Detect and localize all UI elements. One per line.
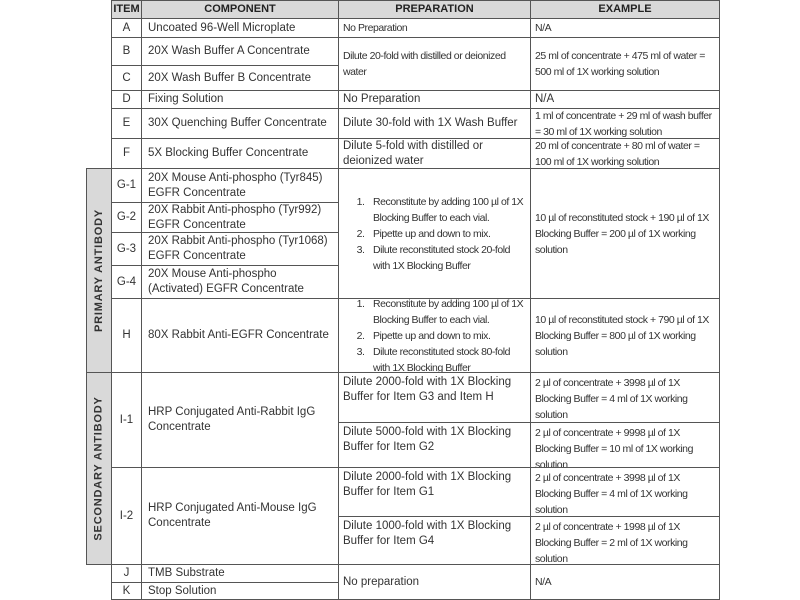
preparation-steps: Reconstitute by adding 100 µl of 1X Bloc…	[343, 296, 526, 376]
component-cell: 20X Wash Buffer A Concentrate	[141, 37, 339, 66]
example-cell: 1 ml of concentrate + 29 ml of wash buff…	[530, 108, 720, 139]
component-cell: HRP Conjugated Anti-Mouse IgG Concentrat…	[141, 467, 339, 565]
component-cell: 20X Rabbit Anti-phospho (Tyr1068) EGFR C…	[141, 232, 339, 266]
example-cell: 2 µl of concentrate + 3998 µl of 1X Bloc…	[530, 467, 720, 517]
preparation-cell: Reconstitute by adding 100 µl of 1X Bloc…	[338, 168, 531, 299]
preparation-steps: Reconstitute by adding 100 µl of 1X Bloc…	[343, 194, 526, 274]
group-label: SECONDARY ANTIBODY	[92, 396, 105, 541]
item-cell: J	[111, 564, 142, 583]
item-cell: G-4	[111, 265, 142, 299]
item-cell: A	[111, 18, 142, 38]
component-cell: 5X Blocking Buffer Concentrate	[141, 138, 339, 169]
header-example: EXAMPLE	[530, 0, 720, 19]
preparation-cell: No Preparation	[338, 90, 531, 109]
example-cell: 2 µl of concentrate + 9998 µl of 1X Bloc…	[530, 422, 720, 471]
component-cell: Fixing Solution	[141, 90, 339, 109]
item-cell: F	[111, 138, 142, 169]
step: Dilute reconstituted stock 80-fold with …	[367, 344, 526, 376]
step: Reconstitute by adding 100 µl of 1X Bloc…	[367, 296, 526, 328]
component-cell: HRP Conjugated Anti-Rabbit IgG Concentra…	[141, 372, 339, 468]
example-cell: 20 ml of concentrate + 80 ml of water = …	[530, 138, 720, 169]
component-cell: 20X Wash Buffer B Concentrate	[141, 65, 339, 91]
component-cell: 80X Rabbit Anti-EGFR Concentrate	[141, 298, 339, 373]
preparation-cell: Dilute 2000-fold with 1X Blocking Buffer…	[338, 467, 531, 517]
preparation-cell: Reconstitute by adding 100 µl of 1X Bloc…	[338, 296, 531, 376]
example-cell: N/A	[530, 564, 720, 600]
component-cell: 20X Mouse Anti-phospho (Activated) EGFR …	[141, 265, 339, 299]
preparation-cell: Dilute 20-fold with distilled or deioniz…	[338, 37, 531, 91]
item-cell: G-3	[111, 232, 142, 266]
example-cell: 2 µl of concentrate + 1998 µl of 1X Bloc…	[530, 516, 720, 565]
item-cell: G-1	[111, 168, 142, 203]
group-primary-antibody: PRIMARY ANTIBODY	[86, 168, 112, 373]
item-cell: C	[111, 65, 142, 91]
example-cell: 25 ml of concentrate + 475 ml of water =…	[530, 37, 720, 91]
step: Pipette up and down to mix.	[367, 328, 526, 344]
item-cell: I-2	[111, 467, 142, 565]
item-cell: H	[111, 298, 142, 373]
header-component: COMPONENT	[141, 0, 339, 19]
preparation-cell: No preparation	[338, 564, 531, 600]
preparation-cell: No Preparation	[338, 18, 531, 38]
group-secondary-antibody: SECONDARY ANTIBODY	[86, 372, 112, 565]
preparation-cell: Dilute 1000-fold with 1X Blocking Buffer…	[338, 516, 531, 565]
step: Reconstitute by adding 100 µl of 1X Bloc…	[367, 194, 526, 226]
header-preparation: PREPARATION	[338, 0, 531, 19]
component-cell: TMB Substrate	[141, 564, 339, 583]
example-cell: N/A	[530, 18, 720, 38]
component-cell: 30X Quenching Buffer Concentrate	[141, 108, 339, 139]
item-cell: I-1	[111, 372, 142, 468]
step: Pipette up and down to mix.	[367, 226, 526, 242]
preparation-cell: Dilute 30-fold with 1X Wash Buffer	[338, 108, 531, 139]
item-cell: B	[111, 37, 142, 66]
item-cell: G-2	[111, 202, 142, 233]
header-item: ITEM	[111, 0, 142, 19]
item-cell: E	[111, 108, 142, 139]
group-label: PRIMARY ANTIBODY	[92, 208, 105, 333]
preparation-cell: Dilute 5-fold with distilled or deionize…	[338, 138, 531, 169]
item-cell: K	[111, 582, 142, 600]
component-cell: 20X Mouse Anti-phospho (Tyr845) EGFR Con…	[141, 168, 339, 203]
example-cell: 2 µl of concentrate + 3998 µl of 1X Bloc…	[530, 372, 720, 423]
item-cell: D	[111, 90, 142, 109]
example-cell: 10 µl of reconstituted stock + 790 µl of…	[530, 298, 720, 373]
preparation-cell: Dilute 2000-fold with 1X Blocking Buffer…	[338, 372, 531, 423]
component-cell: 20X Rabbit Anti-phospho (Tyr992) EGFR Co…	[141, 202, 339, 233]
example-cell: N/A	[530, 90, 720, 109]
component-cell: Stop Solution	[141, 582, 339, 600]
preparation-cell: Dilute 5000-fold with 1X Blocking Buffer…	[338, 422, 531, 468]
example-cell: 10 µl of reconstituted stock + 190 µl of…	[530, 168, 720, 299]
component-cell: Uncoated 96-Well Microplate	[141, 18, 339, 38]
step: Dilute reconstituted stock 20-fold with …	[367, 242, 526, 274]
